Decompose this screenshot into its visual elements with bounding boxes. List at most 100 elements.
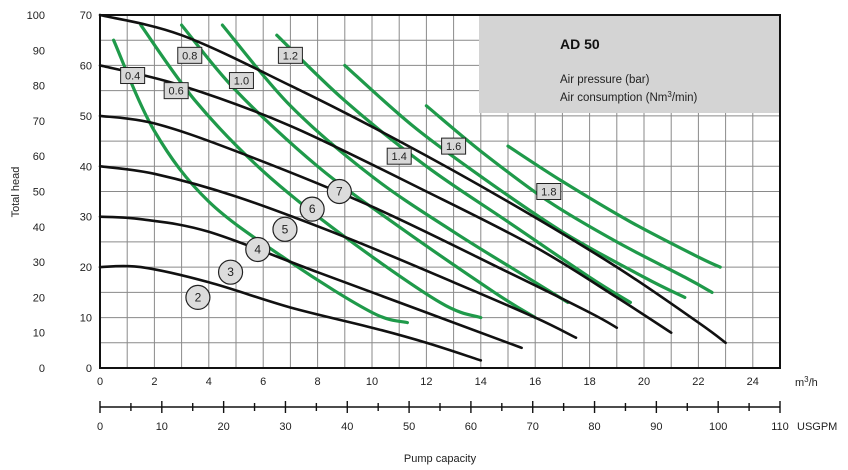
pressure-label-6: 6 [299,196,325,222]
legend-air-pressure: Air pressure (bar) [560,74,650,86]
x2-tick-label: 50 [403,421,415,433]
consumption-label-box [163,82,189,100]
curve-labels: 0.4 0.6 0.8 1.0 1.2 1.4 1.6 1.8 2 3 4 5 6 7 [120,46,562,310]
y-tick-label-inner: 60 [80,60,92,72]
pressure-curve-4 [98,165,578,339]
consumption-label-1.8: 1.8 [536,183,562,200]
y-tick-label-outer: 60 [33,151,45,163]
y-tick-label-inner: 0 [86,363,92,375]
consumption-label-text: 0.4 [125,71,140,83]
consumption-label-0.4: 0.4 [120,67,146,85]
pressure-label-circle [185,284,211,310]
x-tick-label: 4 [206,376,212,388]
pressure-label-circle [272,216,298,242]
pressure-label-2: 2 [185,284,211,310]
y-tick-label-outer: 50 [33,187,45,199]
pressure-label-circle [326,178,352,205]
legend-air-consumption-suffix: /min) [672,92,698,104]
y-tick-label-outer: 30 [33,257,45,269]
consumption-label-box [441,137,467,155]
plot-frame [99,14,781,369]
x-tick-label: 2 [151,376,157,388]
x2-tick-label: 0 [97,421,103,433]
pressure-label-3: 3 [217,259,244,285]
x2-tick-label: 100 [709,421,727,433]
consumption-label-text: 0.6 [169,86,184,98]
legend-box [479,16,779,113]
y-tick-label-outer: 40 [33,222,45,234]
y-tick-label-outer: 70 [33,116,45,128]
pressure-label-text: 4 [254,242,261,256]
consumption-label-box [386,147,412,165]
x-tick-label: 10 [366,376,378,388]
pressure-label-text: 6 [309,202,316,216]
x2-tick-label: 20 [218,421,230,433]
consumption-label-text: 1.6 [446,141,461,153]
x-tick-label: 0 [97,376,103,388]
consumption-label-text: 1.4 [392,151,407,163]
y-tick-label-inner: 40 [80,161,92,173]
consumption-label-box [120,67,146,85]
consumption-label-box [536,183,562,200]
consumption-curve-1.0 [220,23,570,304]
x-axis-label: Pump capacity [404,453,477,465]
consumption-label-box [277,46,303,64]
x-tick-label: 14 [475,376,487,388]
x-tick-label: 22 [692,376,704,388]
legend-air-consumption-sup: 3 [667,90,672,99]
pressure-curve-3 [98,215,523,350]
pressure-label-text: 5 [282,222,289,236]
y-tick-label-inner: 30 [80,212,92,224]
y-tick-label-inner: 70 [80,10,92,22]
consumption-label-1.2: 1.2 [277,46,303,64]
consumption-curve-1.8 [506,144,722,269]
consumption-label-text: 1.0 [234,76,249,88]
consumption-label-1.0: 1.0 [228,72,254,90]
x-tick-label: 18 [583,376,595,388]
y-tick-label-outer: 0 [39,363,45,375]
y-tick-label-outer: 10 [33,328,45,340]
axes: 0 2 4 6 8 10 12 14 16 18 20 22 240102030405060700102… [27,10,789,433]
consumption-curve-1.2 [275,33,632,304]
x2-unit-label: USGPM [797,421,837,433]
consumption-curve-0.4 [112,38,409,325]
legend-air-consumption-prefix: Air consumption (Nm [560,92,667,104]
x2-tick-label: 90 [650,421,662,433]
consumption-label-box [177,46,203,64]
consumption-label-text: 1.8 [541,187,556,199]
x-tick-label: 24 [747,376,759,388]
consumption-label-1.6: 1.6 [441,137,467,155]
y-tick-label-outer: 90 [33,45,45,57]
consumption-label-text: 0.8 [182,50,197,62]
consumption-curve-0.6 [139,23,483,320]
x2-tick-label: 80 [588,421,600,433]
consumption-curve-1.6 [424,104,714,294]
x2-tick-label: 60 [465,421,477,433]
x2-tick-label: 10 [156,421,168,433]
consumption-curve-1.4 [343,63,687,299]
x-unit-prefix: m [795,377,804,389]
pressure-label-7: 7 [326,178,352,205]
pressure-label-text: 7 [336,185,343,199]
x2-tick-label: 40 [341,421,353,433]
pressure-curve-5 [98,114,619,329]
y-tick-label-outer: 80 [33,81,45,93]
pressure-label-circle [217,259,244,285]
x-tick-label: 20 [638,376,650,388]
pressure-label-text: 3 [227,265,234,279]
y-tick-label-inner: 20 [80,262,92,274]
pressure-label-text: 2 [195,290,202,304]
legend-air-consumption: Air consumption (Nm3/min) [560,90,698,105]
x-unit-sup: 3 [804,375,809,384]
consumption-label-0.8: 0.8 [177,46,203,64]
x-tick-label: 12 [420,376,432,388]
pressure-label-5: 5 [272,216,298,242]
x2-tick-label: 70 [527,421,539,433]
x2-tick-label: 30 [279,421,291,433]
consumption-label-0.6: 0.6 [163,82,189,100]
x-tick-label: 8 [315,376,321,388]
pressure-label-4: 4 [245,236,271,263]
y-tick-label-outer: 100 [27,10,45,22]
x-tick-label: 6 [260,376,266,388]
